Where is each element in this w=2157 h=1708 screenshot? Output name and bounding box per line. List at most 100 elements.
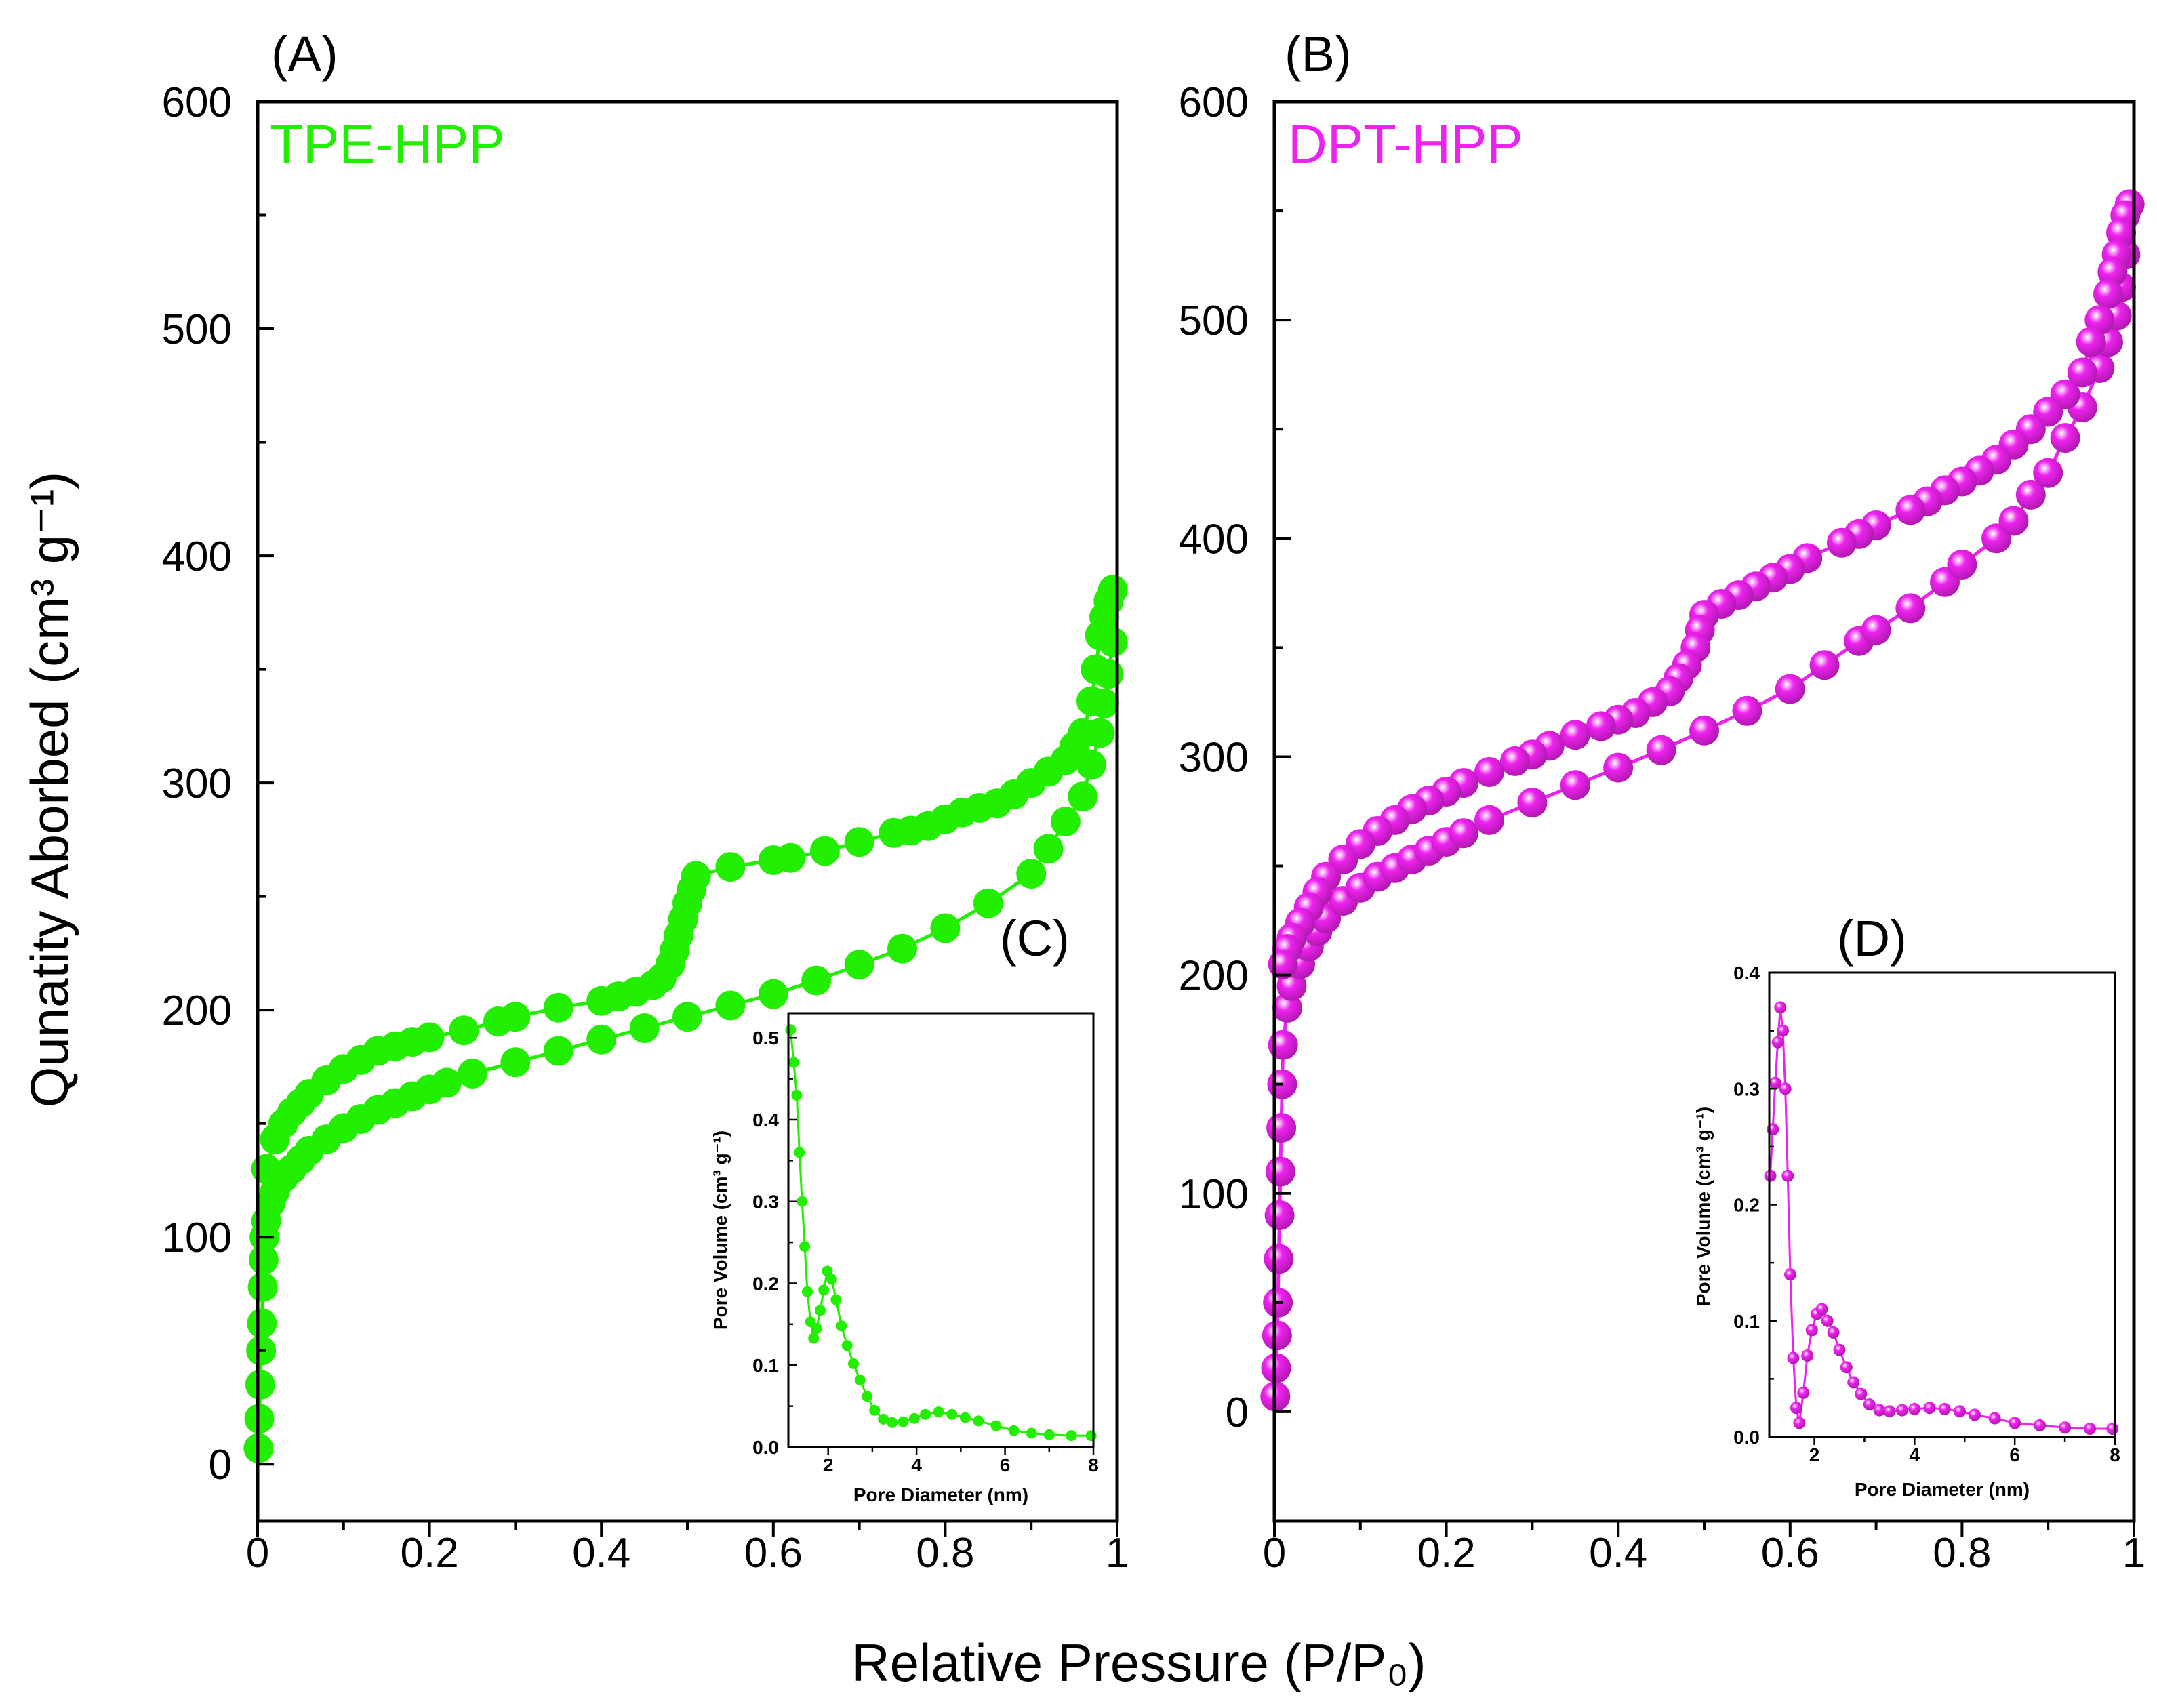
- panel-a-data-point: [483, 1006, 513, 1036]
- panel-a-data-point: [1033, 834, 1064, 864]
- panel-b-series-label: DPT-HPP: [1288, 114, 1523, 174]
- panel-b-data-point: [1474, 805, 1504, 835]
- panel-c-y-ticks: 0.0 0.1 0.2 0.3 0.4 0.5: [752, 1028, 797, 1458]
- panel-c-data-point: [869, 1404, 881, 1416]
- panel-b-x-tick-label: 0.4: [1589, 1530, 1647, 1577]
- panel-a-x-tick-label: 0.2: [400, 1530, 458, 1577]
- panel-c-x-tick-label: 8: [1088, 1455, 1099, 1476]
- panel-d-data-point: [1784, 1268, 1796, 1281]
- panel-c-background: [788, 1013, 1093, 1447]
- panel-d-data-point: [1863, 1398, 1876, 1411]
- panel-b-data-point: [1517, 788, 1548, 818]
- panel-b-letter: (B): [1285, 26, 1352, 82]
- panel-a-data-point: [887, 933, 917, 964]
- panel-d-inset-plot: 0.0 0.1 0.2 0.3 0.4 2 4 6 8 (D) Pore Diameter (…: [1693, 910, 2120, 1500]
- panel-c-frame: [787, 1012, 1095, 1448]
- panel-d-data-point: [1821, 1314, 1834, 1327]
- panel-d-data-point: [1988, 1412, 2001, 1425]
- panel-d-x-tick-label: 8: [2110, 1444, 2120, 1465]
- panel-c-data-point: [826, 1274, 837, 1285]
- panel-d-data-point: [1883, 1405, 1896, 1418]
- panel-a-data-point: [543, 1036, 573, 1066]
- panel-d-y-tick-label: 0.1: [1733, 1311, 1760, 1332]
- panel-d-data-point: [2009, 1417, 2021, 1429]
- panel-c-data-point: [1066, 1430, 1077, 1442]
- panel-a-y-tick-label: 600: [162, 79, 232, 126]
- panel-c-data-point: [990, 1420, 1002, 1431]
- panel-a-data-point: [586, 985, 617, 1016]
- panel-d-data-point: [1797, 1386, 1810, 1399]
- panel-b-data-point: [1262, 1320, 1292, 1351]
- panel-b-data-point: [1861, 615, 1891, 645]
- panel-b-data-point: [1998, 506, 2029, 536]
- panel-b-data-point: [1266, 1113, 1297, 1143]
- panel-b-x-tick-label: 0: [1263, 1530, 1286, 1577]
- panel-c-y-tick-label: 0.3: [752, 1192, 779, 1213]
- panel-c-data-point: [1026, 1427, 1037, 1439]
- panel-b-data-point: [1265, 1156, 1295, 1187]
- panel-d-y-ticks: 0.0 0.1 0.2 0.3 0.4: [1733, 962, 1777, 1448]
- panel-a-data-point: [844, 950, 874, 980]
- panel-d-data-point: [1847, 1376, 1860, 1389]
- panel-a-data-point: [758, 845, 788, 875]
- panel-c-data-point: [811, 1322, 822, 1334]
- panel-c-y-tick-label: 0.2: [752, 1273, 779, 1294]
- panel-a-data-point: [715, 990, 746, 1021]
- panel-a-data-point: [251, 1154, 281, 1184]
- panel-b-frame: [1272, 100, 2136, 1523]
- panel-c-data-point: [841, 1340, 853, 1351]
- panel-c-curve: [785, 1024, 1097, 1442]
- panel-b-y-tick-label: 300: [1179, 734, 1249, 781]
- panel-a-main-plot: 0 100 200 300 400 500 600 0 0.2 0.4 0.6 0.8 1 (A) T…: [162, 26, 1129, 1577]
- panel-a-data-point: [809, 836, 840, 866]
- panel-a-y-tick-label: 500: [162, 306, 232, 353]
- panel-d-data-point: [1771, 1036, 1784, 1049]
- panel-c-data-point: [830, 1294, 842, 1305]
- panel-d-data-point: [1833, 1343, 1846, 1356]
- panel-d-x-axis-label: Pore Diameter (nm): [1855, 1479, 2030, 1500]
- panel-b-data-point: [1586, 711, 1616, 741]
- panel-a-data-point: [1016, 859, 1047, 889]
- panel-a-x-tick-label: 0.6: [744, 1530, 803, 1577]
- panel-c-data-point: [797, 1196, 808, 1207]
- panel-a-data-point: [930, 913, 961, 943]
- panel-d-data-point: [1805, 1324, 1818, 1337]
- panel-d-frame: [1768, 971, 2116, 1438]
- panel-a-data-point: [973, 888, 1003, 918]
- panel-a-data-point: [844, 827, 874, 857]
- panel-d-x-tick-label: 6: [2009, 1444, 2020, 1465]
- panel-a-y-tick-label: 0: [209, 1442, 232, 1488]
- panel-b-data-point: [2015, 479, 2046, 510]
- panel-a-data-point: [543, 992, 573, 1023]
- panel-b-x-tick-label: 0.2: [1417, 1530, 1475, 1577]
- panel-b-data-point: [1732, 695, 1762, 726]
- panel-a-data-point: [715, 852, 746, 882]
- panel-c-inset-plot: 0.0 0.1 0.2 0.3 0.4 0.5 2 4 6 8 (C) Pore Diamete…: [710, 910, 1099, 1505]
- panel-a-frame: [256, 100, 1119, 1523]
- panel-c-data-point: [878, 1413, 889, 1425]
- panel-b-data-point: [1689, 715, 1719, 746]
- panel-b-y-tick-label: 200: [1179, 953, 1249, 1000]
- panel-d-data-point: [2106, 1423, 2119, 1435]
- panel-a-data-point: [1085, 620, 1115, 651]
- panel-d-data-point: [1855, 1387, 1868, 1400]
- panel-c-letter: (C): [1000, 910, 1070, 967]
- panel-d-data-point: [2059, 1421, 2072, 1434]
- panel-c-x-tick-label: 2: [823, 1455, 834, 1476]
- panel-b-data-point: [1603, 752, 1634, 783]
- panel-b-y-tick-label: 400: [1179, 516, 1249, 563]
- panel-b-data-point: [1449, 818, 1478, 849]
- panel-a-data-point: [449, 1015, 479, 1046]
- panel-b-data-point: [2076, 327, 2106, 357]
- panel-a-y-ticks: 0 100 200 300 400 500 600: [162, 79, 274, 1488]
- panel-c-data-point: [808, 1333, 820, 1344]
- shared-x-axis-label: Relative Pressure (P/P₀): [851, 1633, 1426, 1692]
- panel-c-y-axis-label: Pore Volume (cm³ g⁻¹): [710, 1131, 731, 1330]
- panel-a-data-point: [245, 1370, 275, 1400]
- shared-y-axis-label: Qunatity Aborbed (cm³ g⁻¹): [20, 472, 79, 1108]
- panel-c-data-point: [933, 1406, 944, 1418]
- panel-a-data-point: [672, 1002, 702, 1032]
- panel-d-data-point: [1774, 1001, 1787, 1014]
- panel-b-data-point: [1474, 757, 1504, 787]
